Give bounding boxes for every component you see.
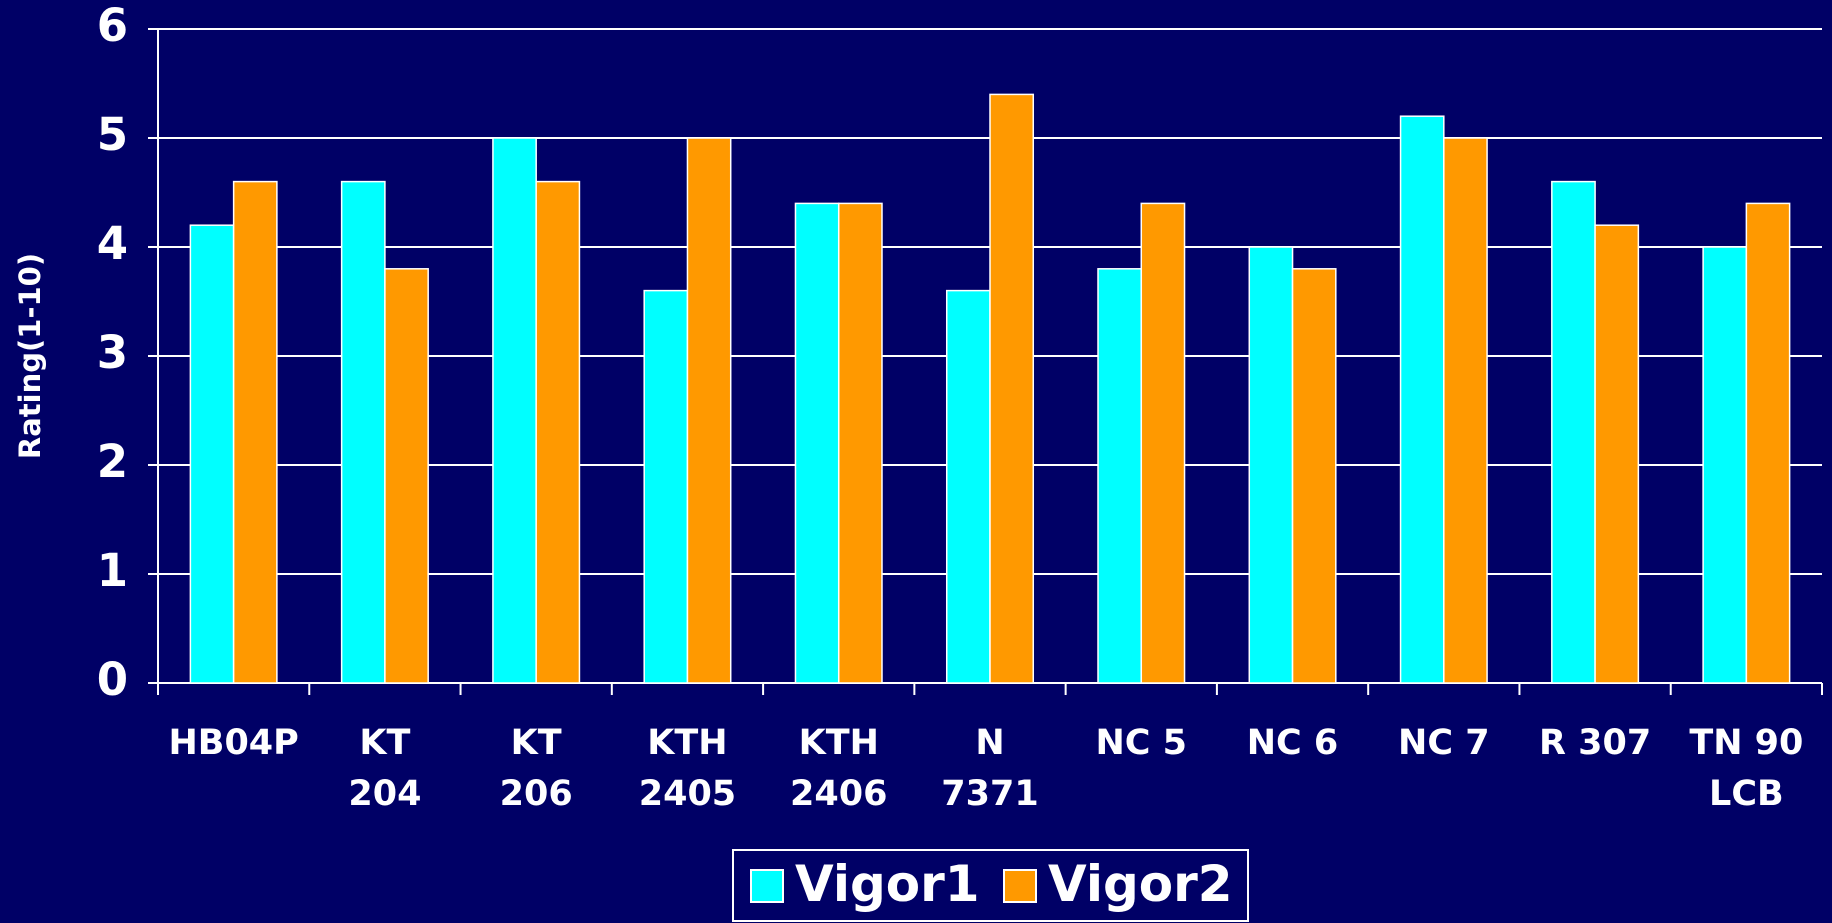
bar — [189, 224, 235, 684]
x-tick-label: NC 7 — [1398, 723, 1490, 763]
x-tick-label: KT — [359, 723, 410, 763]
bar — [643, 289, 689, 684]
x-tick-label: 7371 — [941, 774, 1038, 814]
legend-swatch — [1003, 869, 1037, 903]
y-tick-label: 4 — [97, 217, 128, 270]
bar — [1097, 268, 1143, 684]
bar — [1140, 202, 1186, 684]
bar — [1399, 115, 1445, 684]
bar — [1248, 246, 1294, 684]
y-tick-label: 5 — [97, 108, 128, 161]
y-tick-label: 0 — [97, 653, 128, 706]
bar — [1745, 202, 1791, 684]
legend-box — [732, 849, 1249, 922]
x-tick-label: 2405 — [639, 774, 736, 814]
y-axis-label: Rating(1-10) — [13, 253, 47, 459]
y-tick-label: 3 — [97, 326, 128, 379]
bar — [384, 268, 429, 684]
legend-label: Vigor2 — [1048, 855, 1233, 913]
bar — [340, 180, 386, 684]
y-tick-label: 2 — [97, 435, 128, 488]
x-tick-label: 204 — [348, 774, 421, 814]
bar — [1702, 246, 1748, 684]
x-tick-label: TN 90 — [1689, 723, 1803, 763]
bar — [232, 180, 278, 684]
x-tick-label: KTH — [799, 723, 879, 763]
bar — [1594, 224, 1640, 684]
x-tick-label: 206 — [500, 774, 573, 814]
y-tick-label: 6 — [97, 0, 128, 52]
x-tick-label: 2406 — [790, 774, 887, 814]
bar — [1443, 137, 1488, 684]
x-tick-label: HB04P — [168, 723, 298, 763]
x-tick-label: KT — [511, 723, 562, 763]
bar — [794, 202, 840, 684]
bar — [1291, 268, 1337, 684]
x-tick-label: LCB — [1709, 774, 1784, 814]
bar — [945, 289, 991, 684]
bar — [686, 137, 732, 684]
bar — [837, 202, 883, 684]
x-tick-label: NC 6 — [1247, 723, 1339, 763]
y-tick-label: 1 — [97, 544, 128, 597]
bar — [1551, 180, 1596, 684]
bar — [492, 137, 537, 684]
x-tick-label: N — [975, 723, 1004, 763]
bar — [989, 93, 1035, 684]
bar — [535, 180, 581, 684]
legend-label: Vigor1 — [795, 855, 980, 913]
x-tick-label: R 307 — [1539, 723, 1651, 763]
x-tick-label: KTH — [647, 723, 727, 763]
x-tick-label: NC 5 — [1096, 723, 1188, 763]
legend-swatch — [750, 869, 784, 903]
